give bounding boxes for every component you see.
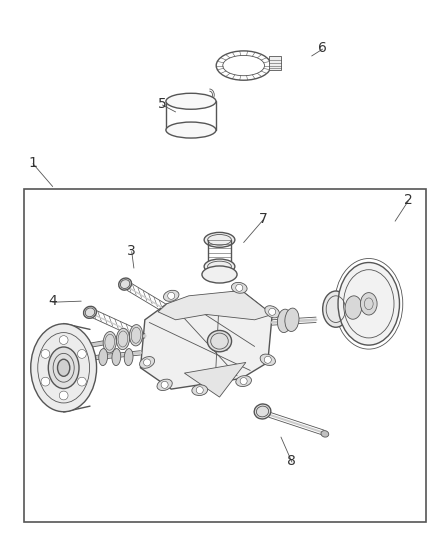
Polygon shape	[158, 290, 272, 320]
Ellipse shape	[129, 325, 142, 346]
Circle shape	[78, 350, 86, 358]
Ellipse shape	[207, 330, 231, 352]
Ellipse shape	[103, 332, 116, 353]
Text: 7: 7	[258, 212, 267, 225]
Circle shape	[78, 377, 86, 386]
Ellipse shape	[31, 324, 96, 411]
Ellipse shape	[235, 376, 251, 386]
Circle shape	[143, 359, 150, 366]
Text: 3: 3	[127, 244, 136, 257]
Circle shape	[235, 284, 242, 292]
Circle shape	[167, 292, 174, 300]
Polygon shape	[184, 362, 245, 397]
Ellipse shape	[360, 293, 376, 315]
Ellipse shape	[139, 357, 154, 368]
Circle shape	[41, 350, 49, 358]
Ellipse shape	[166, 122, 215, 138]
Ellipse shape	[163, 290, 179, 301]
Circle shape	[240, 377, 247, 385]
Text: 5: 5	[158, 97, 166, 111]
Ellipse shape	[112, 349, 120, 366]
Text: 1: 1	[28, 156, 37, 169]
Circle shape	[161, 381, 168, 389]
Ellipse shape	[124, 349, 133, 366]
Circle shape	[59, 336, 68, 344]
Circle shape	[59, 391, 68, 400]
Ellipse shape	[284, 308, 298, 332]
Ellipse shape	[260, 354, 275, 366]
Text: 6: 6	[318, 41, 326, 55]
Ellipse shape	[201, 266, 237, 283]
Ellipse shape	[322, 291, 348, 327]
Polygon shape	[140, 290, 272, 389]
Ellipse shape	[191, 385, 207, 395]
Ellipse shape	[99, 349, 107, 366]
Circle shape	[268, 308, 275, 316]
Ellipse shape	[204, 232, 234, 247]
Ellipse shape	[320, 431, 328, 437]
Text: 2: 2	[403, 193, 412, 207]
Ellipse shape	[344, 296, 361, 319]
Ellipse shape	[254, 404, 270, 419]
Ellipse shape	[204, 259, 234, 274]
Text: 8: 8	[287, 454, 296, 468]
Ellipse shape	[231, 282, 247, 293]
Circle shape	[41, 377, 49, 386]
Bar	[24, 189, 425, 522]
Ellipse shape	[157, 379, 172, 391]
Circle shape	[264, 356, 271, 364]
Ellipse shape	[57, 359, 70, 376]
Ellipse shape	[337, 263, 399, 345]
Text: 4: 4	[48, 294, 57, 308]
Bar	[268, 56, 281, 70]
Ellipse shape	[83, 306, 96, 318]
Ellipse shape	[166, 93, 215, 109]
Ellipse shape	[118, 278, 131, 290]
Ellipse shape	[277, 309, 291, 333]
Ellipse shape	[264, 306, 279, 318]
Circle shape	[196, 386, 203, 394]
Ellipse shape	[48, 347, 79, 389]
Ellipse shape	[116, 328, 129, 350]
